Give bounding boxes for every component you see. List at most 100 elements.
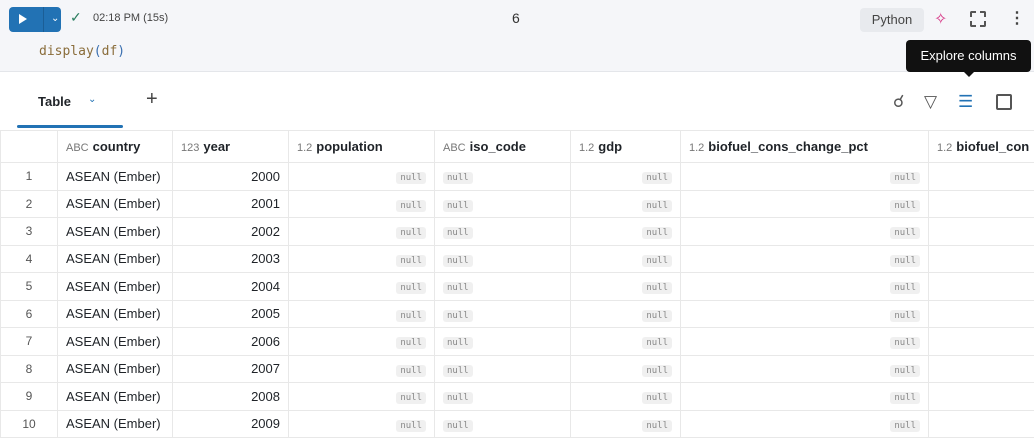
cell-population[interactable]: null [288,217,435,246]
cell-year[interactable]: 2008 [172,382,289,411]
column-header-biofuel_con[interactable]: 1.2 biofuel_con [928,130,1034,163]
cell-year[interactable]: 2002 [172,217,289,246]
cell-population[interactable]: null [288,382,435,411]
language-button[interactable]: Python [860,8,924,32]
cell-gdp[interactable]: null [570,162,681,191]
tab-table[interactable]: Table ⌄ [16,86,123,128]
cell-biofuel-con[interactable] [928,409,1034,438]
run-button[interactable]: ⌄ [9,7,61,32]
cell-year[interactable]: 2004 [172,272,289,301]
cell-iso-code[interactable]: null [434,409,571,438]
cell-biofuel-con[interactable] [928,189,1034,218]
chevron-down-icon[interactable]: ⌄ [88,94,97,105]
cell-biofuel-con[interactable] [928,244,1034,273]
cell-biofuel-con[interactable] [928,299,1034,328]
cell-gdp[interactable]: null [570,299,681,328]
cell-gdp[interactable]: null [570,272,681,301]
column-header-country[interactable]: ABC country [57,130,173,163]
cell-biofuel-cons-change-pct[interactable]: null [680,272,929,301]
cell-biofuel-cons-change-pct[interactable]: null [680,299,929,328]
kebab-icon[interactable]: ⋮ [1009,10,1025,27]
cell-population[interactable]: null [288,272,435,301]
cell-country[interactable]: ASEAN (Ember) [57,272,173,301]
table-row[interactable]: 10 ASEAN (Ember) 2009 null null null nul… [0,409,1034,438]
cell-iso-code[interactable]: null [434,382,571,411]
cell-biofuel-con[interactable] [928,382,1034,411]
cell-gdp[interactable]: null [570,409,681,438]
table-row[interactable]: 6 ASEAN (Ember) 2005 null null null null [0,299,1034,328]
add-tab-button[interactable]: + [146,88,158,110]
cell-year[interactable]: 2005 [172,299,289,328]
cell-gdp[interactable]: null [570,244,681,273]
cell-gdp[interactable]: null [570,382,681,411]
cell-country[interactable]: ASEAN (Ember) [57,299,173,328]
cell-iso-code[interactable]: null [434,327,571,356]
search-icon[interactable]: ☌ [893,92,905,111]
cell-biofuel-con[interactable] [928,217,1034,246]
cell-iso-code[interactable]: null [434,217,571,246]
cell-population[interactable]: null [288,244,435,273]
cell-gdp[interactable]: null [570,189,681,218]
cell-year[interactable]: 2001 [172,189,289,218]
cell-population[interactable]: null [288,409,435,438]
cell-biofuel-cons-change-pct[interactable]: null [680,327,929,356]
cell-gdp[interactable]: null [570,354,681,383]
cell-population[interactable]: null [288,327,435,356]
cell-iso-code[interactable]: null [434,244,571,273]
table-row[interactable]: 9 ASEAN (Ember) 2008 null null null null [0,382,1034,411]
table-row[interactable]: 3 ASEAN (Ember) 2002 null null null null [0,217,1034,246]
cell-biofuel-cons-change-pct[interactable]: null [680,244,929,273]
cell-biofuel-con[interactable] [928,327,1034,356]
cell-country[interactable]: ASEAN (Ember) [57,327,173,356]
table-row[interactable]: 2 ASEAN (Ember) 2001 null null null null [0,189,1034,218]
cell-country[interactable]: ASEAN (Ember) [57,409,173,438]
cell-biofuel-cons-change-pct[interactable]: null [680,409,929,438]
cell-biofuel-cons-change-pct[interactable]: null [680,162,929,191]
column-header-biofuel_cons_change_pct[interactable]: 1.2 biofuel_cons_change_pct [680,130,929,163]
table-row[interactable]: 4 ASEAN (Ember) 2003 null null null null [0,244,1034,273]
cell-iso-code[interactable]: null [434,189,571,218]
cell-biofuel-cons-change-pct[interactable]: null [680,354,929,383]
panel-icon[interactable] [996,94,1012,110]
cell-population[interactable]: null [288,189,435,218]
cell-country[interactable]: ASEAN (Ember) [57,217,173,246]
cell-gdp[interactable]: null [570,327,681,356]
cell-iso-code[interactable]: null [434,354,571,383]
column-header-year[interactable]: 123 year [172,130,289,163]
cell-country[interactable]: ASEAN (Ember) [57,382,173,411]
table-row[interactable]: 8 ASEAN (Ember) 2007 null null null null [0,354,1034,383]
column-header-gdp[interactable]: 1.2 gdp [570,130,681,163]
cell-country[interactable]: ASEAN (Ember) [57,354,173,383]
column-header-population[interactable]: 1.2 population [288,130,435,163]
cell-population[interactable]: null [288,162,435,191]
cell-biofuel-cons-change-pct[interactable]: null [680,382,929,411]
cell-year[interactable]: 2000 [172,162,289,191]
filter-icon[interactable]: ▽ [924,92,938,111]
cell-year[interactable]: 2006 [172,327,289,356]
column-header-iso_code[interactable]: ABC iso_code [434,130,571,163]
cell-gdp[interactable]: null [570,217,681,246]
cell-iso-code[interactable]: null [434,299,571,328]
play-icon[interactable] [19,14,27,24]
cell-population[interactable]: null [288,354,435,383]
cell-year[interactable]: 2003 [172,244,289,273]
cell-iso-code[interactable]: null [434,162,571,191]
expand-icon[interactable] [970,11,986,27]
code-editor[interactable]: display(df) [39,44,126,59]
cell-iso-code[interactable]: null [434,272,571,301]
cell-population[interactable]: null [288,299,435,328]
table-row[interactable]: 1 ASEAN (Ember) 2000 null null null null [0,162,1034,191]
cell-biofuel-con[interactable] [928,354,1034,383]
table-row[interactable]: 7 ASEAN (Ember) 2006 null null null null [0,327,1034,356]
cell-biofuel-con[interactable] [928,272,1034,301]
cell-country[interactable]: ASEAN (Ember) [57,189,173,218]
cell-biofuel-cons-change-pct[interactable]: null [680,189,929,218]
columns-icon[interactable]: ☰ [958,92,974,111]
cell-year[interactable]: 2007 [172,354,289,383]
cell-year[interactable]: 2009 [172,409,289,438]
cell-biofuel-con[interactable] [928,162,1034,191]
cell-biofuel-cons-change-pct[interactable]: null [680,217,929,246]
cell-country[interactable]: ASEAN (Ember) [57,244,173,273]
chevron-down-icon[interactable]: ⌄ [51,13,60,24]
cell-country[interactable]: ASEAN (Ember) [57,162,173,191]
